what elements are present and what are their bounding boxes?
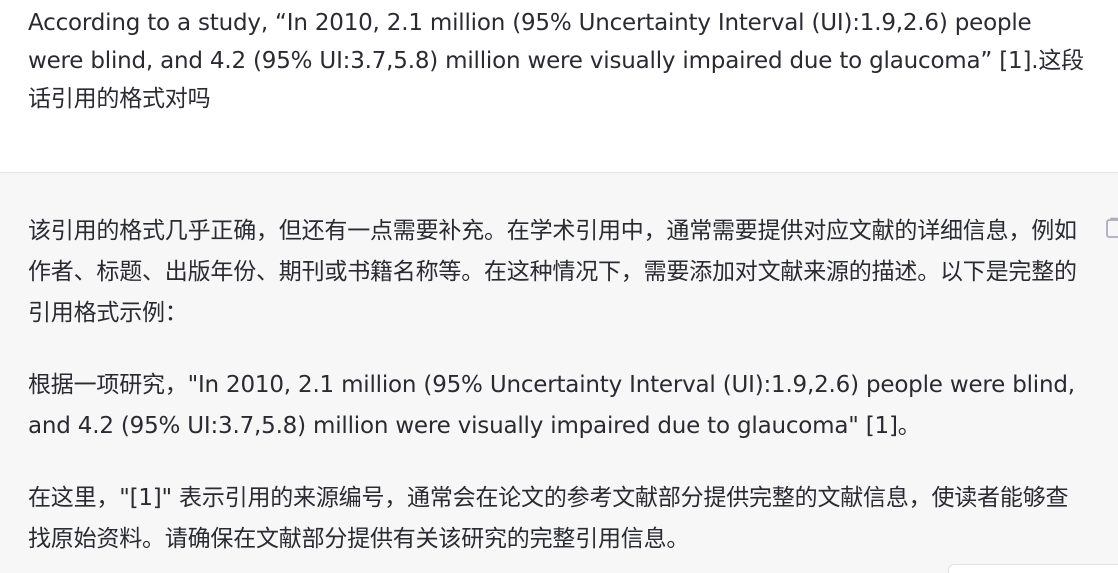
- input-box-edge: [948, 564, 1118, 573]
- assistant-paragraph: 根据一项研究，"In 2010, 2.1 million (95% Uncert…: [28, 372, 1075, 439]
- copy-button[interactable]: [1103, 216, 1118, 242]
- clipboard-icon: [1103, 216, 1118, 242]
- assistant-message: 该引用的格式几乎正确，但还有一点需要补充。在学术引用中，通常需要提供对应文献的详…: [0, 173, 1118, 573]
- assistant-paragraph: 在这里，"[1]" 表示引用的来源编号，通常会在论文的参考文献部分提供完整的文献…: [28, 485, 1069, 552]
- message-divider: [0, 172, 1118, 173]
- assistant-paragraph: 该引用的格式几乎正确，但还有一点需要补充。在学术引用中，通常需要提供对应文献的详…: [28, 218, 1077, 326]
- user-message-text: According to a study, “In 2010, 2.1 mill…: [28, 10, 1084, 112]
- assistant-message-body: 该引用的格式几乎正确，但还有一点需要补充。在学术引用中，通常需要提供对应文献的详…: [28, 211, 1088, 573]
- user-message: According to a study, “In 2010, 2.1 mill…: [0, 0, 1118, 172]
